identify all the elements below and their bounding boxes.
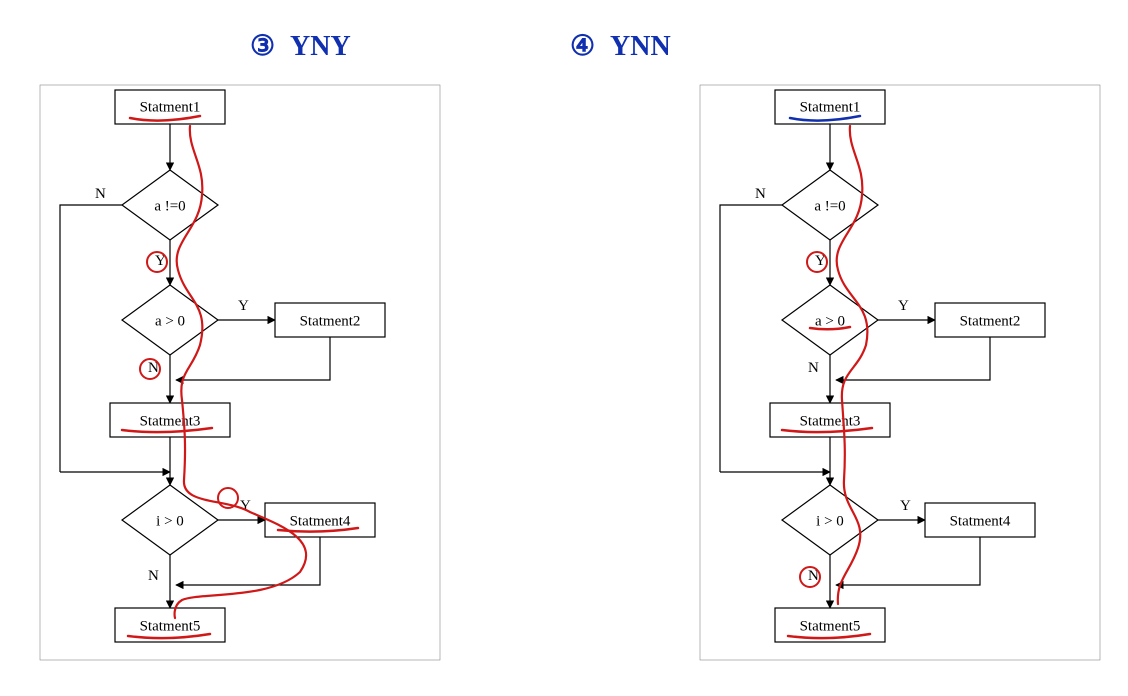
node-s2-label: Statment2: [300, 313, 361, 329]
flowchart-right: Statment1 a !=0 N Y a > 0 Y Statment2 N …: [700, 85, 1100, 660]
node-s1-label: Statment1: [140, 99, 201, 115]
flowchart-left: Statment1 a !=0 N Y a > 0 Y Statment2 N …: [40, 85, 440, 660]
node-s5-label-r: Statment5: [800, 618, 861, 634]
annotation-right-text: YNN: [610, 31, 671, 62]
node-s5-label: Statment5: [140, 618, 201, 634]
node-s4-label: Statment4: [290, 513, 351, 529]
edge-d2-Y-r: Y: [898, 298, 909, 314]
annotation-right-marker: ④: [570, 31, 595, 62]
edge-d1-N-r: N: [755, 186, 766, 202]
edge-d2-Y: Y: [238, 298, 249, 314]
node-s2-label-r: Statment2: [960, 313, 1021, 329]
node-s3-label: Statment3: [140, 413, 201, 429]
node-s1-label-r: Statment1: [800, 99, 861, 115]
node-d2-label: a > 0: [155, 313, 185, 329]
annotation-left-marker: ③: [250, 31, 275, 62]
node-s4-label-r: Statment4: [950, 513, 1011, 529]
edge-d2-N-r: N: [808, 360, 819, 376]
node-d1-label: a !=0: [154, 198, 185, 214]
annotation-left-text: YNY: [290, 31, 351, 62]
node-d1-label-r: a !=0: [814, 198, 845, 214]
edge-d3-Y-r: Y: [900, 498, 911, 514]
node-d2-label-r: a > 0: [815, 313, 845, 329]
node-d3-label: i > 0: [156, 513, 184, 529]
node-s3-label-r: Statment3: [800, 413, 861, 429]
edge-d1-N: N: [95, 186, 106, 202]
edge-d3-N: N: [148, 568, 159, 584]
node-d3-label-r: i > 0: [816, 513, 844, 529]
